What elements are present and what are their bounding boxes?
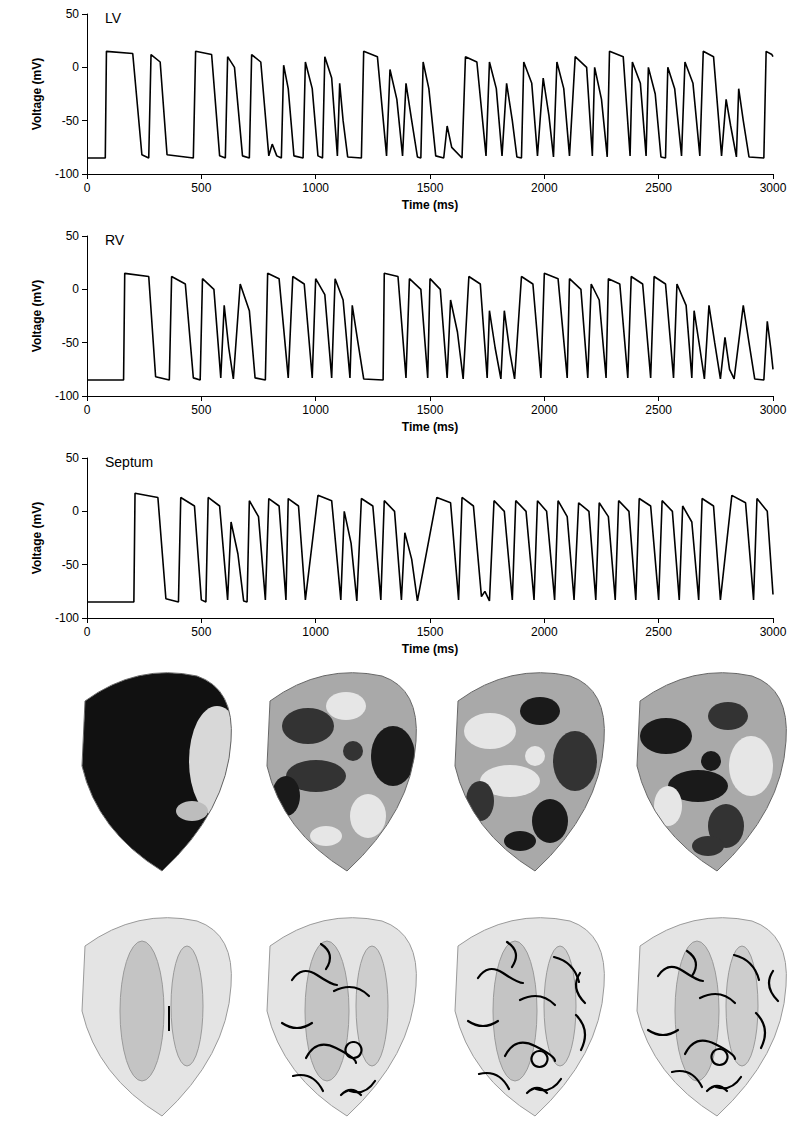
svg-text:500: 500	[191, 181, 211, 195]
svg-text:-100: -100	[55, 167, 79, 181]
svg-text:0: 0	[72, 60, 79, 74]
svg-text:2500: 2500	[645, 403, 672, 417]
svg-text:2500: 2500	[645, 625, 672, 639]
svg-text:Septum: Septum	[105, 454, 153, 470]
svg-text:Voltage (mV): Voltage (mV)	[30, 58, 44, 130]
svg-text:-100: -100	[55, 611, 79, 625]
svg-text:50: 50	[66, 451, 80, 465]
svg-text:-100: -100	[55, 389, 79, 403]
svg-text:2500: 2500	[645, 181, 672, 195]
svg-text:3000: 3000	[760, 625, 787, 639]
svg-text:1000: 1000	[302, 625, 329, 639]
svg-text:1000: 1000	[302, 403, 329, 417]
svg-text:0: 0	[84, 403, 91, 417]
svg-text:Time (ms): Time (ms)	[402, 198, 458, 212]
svg-text:3000: 3000	[760, 403, 787, 417]
svg-text:-50: -50	[62, 336, 80, 350]
svg-text:500: 500	[191, 403, 211, 417]
svg-text:50: 50	[66, 7, 80, 21]
svg-text:1500: 1500	[417, 403, 444, 417]
svg-text:0: 0	[72, 504, 79, 518]
svg-text:1500: 1500	[417, 181, 444, 195]
svg-text:2000: 2000	[531, 403, 558, 417]
svg-text:1000: 1000	[302, 181, 329, 195]
svg-text:0: 0	[84, 181, 91, 195]
svg-text:2000: 2000	[531, 181, 558, 195]
svg-text:Time (ms): Time (ms)	[402, 642, 458, 656]
svg-text:Time (ms): Time (ms)	[402, 420, 458, 434]
svg-text:-50: -50	[62, 558, 80, 572]
svg-text:RV: RV	[105, 232, 125, 248]
svg-text:-50: -50	[62, 114, 80, 128]
svg-text:3000: 3000	[760, 181, 787, 195]
svg-text:50: 50	[66, 229, 80, 243]
svg-text:LV: LV	[105, 10, 122, 26]
svg-text:0: 0	[84, 625, 91, 639]
svg-text:Voltage (mV): Voltage (mV)	[30, 280, 44, 352]
svg-text:1500: 1500	[417, 625, 444, 639]
svg-text:0: 0	[72, 282, 79, 296]
svg-text:500: 500	[191, 625, 211, 639]
svg-text:Voltage (mV): Voltage (mV)	[30, 502, 44, 574]
svg-text:2000: 2000	[531, 625, 558, 639]
